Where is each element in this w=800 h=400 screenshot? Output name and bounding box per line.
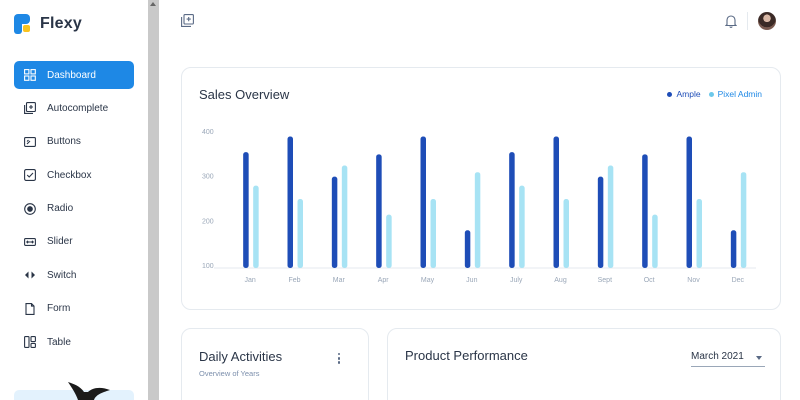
bar-ample-jan[interactable] [243, 152, 249, 268]
legend-label: Pixel Admin [717, 89, 762, 99]
y-tick-label: 200 [202, 218, 214, 225]
y-tick-label: 300 [202, 174, 214, 181]
bar-pixel-admin-dec[interactable] [740, 172, 747, 268]
sidebar-item-label: Slider [47, 236, 73, 248]
promo-illustration-icon [68, 382, 110, 400]
more-vertical-icon[interactable] [337, 353, 341, 367]
bar-pixel-admin-jun[interactable] [474, 172, 481, 268]
sidebar-item-radio[interactable]: Radio [14, 195, 134, 223]
product-performance-card: Product Performance March 2021 [387, 328, 781, 400]
daily-activities-card: Daily Activities Overview of Years [181, 328, 369, 400]
y-tick-label: 400 [202, 129, 214, 136]
sidebar-item-label: Radio [47, 203, 74, 215]
sidebar-item-form[interactable]: Form [14, 295, 134, 323]
topbar-divider [747, 12, 748, 30]
slider-icon [24, 236, 36, 248]
sidebar-promo-card [14, 390, 134, 400]
legend-dot-icon [667, 91, 673, 97]
legend-label: Ample [676, 89, 701, 99]
legend-item-ample: Ample [667, 89, 701, 99]
user-avatar[interactable] [758, 12, 776, 30]
month-select[interactable]: March 2021 [691, 349, 765, 367]
sidebar-item-label: Dashboard [47, 69, 96, 81]
sidebar-nav: Dashboard Autocomplete Buttons Checkbox [14, 61, 134, 362]
sidebar-item-label: Form [47, 303, 71, 315]
sidebar-item-buttons[interactable]: Buttons [14, 128, 134, 156]
sidebar-item-label: Switch [47, 269, 77, 281]
sidebar-scrollbar[interactable] [148, 0, 159, 400]
x-tick-label: Feb [288, 277, 300, 284]
table-icon [24, 336, 36, 349]
product-performance-title: Product Performance [405, 348, 528, 363]
bar-ample-aug[interactable] [553, 136, 560, 268]
daily-activities-subtitle: Overview of Years [199, 369, 260, 378]
bar-ample-feb[interactable] [287, 136, 294, 268]
legend-item-pixel-admin: Pixel Admin [708, 89, 762, 99]
sidebar: Flexy Dashboard Autocomplete Buttons [0, 0, 148, 400]
sidebar-item-label: Checkbox [47, 169, 92, 181]
checkbox-icon [24, 169, 36, 182]
bar-pixel-admin-july[interactable] [519, 185, 525, 268]
chevron-down-icon [756, 356, 762, 360]
sidebar-item-autocomplete[interactable]: Autocomplete [14, 94, 134, 122]
sidebar-item-label: Buttons [47, 136, 81, 148]
bar-ample-oct[interactable] [642, 154, 648, 268]
x-tick-label: Apr [378, 277, 390, 284]
x-tick-label: Nov [687, 277, 700, 284]
bar-pixel-admin-aug[interactable] [563, 199, 570, 268]
bar-ample-mar[interactable] [331, 176, 338, 268]
brand-logo[interactable]: Flexy [14, 14, 82, 34]
bar-pixel-admin-may[interactable] [430, 199, 437, 268]
bar-pixel-admin-sept[interactable] [607, 165, 614, 269]
y-tick-label: 100 [202, 263, 214, 270]
sidebar-item-checkbox[interactable]: Checkbox [14, 161, 134, 189]
logo-icon [14, 14, 32, 34]
x-tick-label: Aug [554, 277, 567, 284]
x-tick-label: Mar [333, 277, 346, 284]
sidebar-item-label: Autocomplete [47, 102, 109, 114]
bar-ample-dec[interactable] [730, 230, 737, 268]
x-tick-label: May [421, 277, 435, 284]
bar-ample-may[interactable] [420, 136, 427, 268]
x-tick-label: Jan [245, 277, 256, 284]
bar-pixel-admin-nov[interactable] [696, 199, 703, 268]
sidebar-item-dashboard[interactable]: Dashboard [14, 61, 134, 89]
bar-ample-july[interactable] [509, 152, 515, 268]
legend-dot-icon [708, 91, 714, 97]
bar-pixel-admin-jan[interactable] [253, 185, 259, 268]
sidebar-item-label: Table [47, 336, 71, 348]
bar-ample-apr[interactable] [376, 154, 382, 268]
month-select-value: March 2021 [691, 351, 744, 362]
buttons-icon [24, 136, 36, 148]
bar-pixel-admin-mar[interactable] [341, 165, 348, 269]
bell-icon[interactable] [725, 14, 737, 28]
sales-overview-card: Sales Overview Ample Pixel Admin 100 200 3… [181, 67, 781, 310]
sidebar-item-slider[interactable]: Slider [14, 228, 134, 256]
bar-pixel-admin-feb[interactable] [297, 199, 304, 268]
sidebar-item-table[interactable]: Table [14, 328, 134, 356]
bar-ample-jun[interactable] [464, 230, 471, 268]
x-tick-label: Oct [644, 277, 655, 284]
autocomplete-icon [24, 102, 36, 115]
bar-ample-sept[interactable] [597, 176, 604, 268]
bar-pixel-admin-apr[interactable] [386, 214, 392, 268]
dashboard-icon [24, 69, 36, 81]
bar-ample-nov[interactable] [686, 136, 693, 268]
switch-icon [24, 269, 36, 281]
sales-overview-title: Sales Overview [199, 87, 290, 102]
x-tick-label: Sept [598, 277, 612, 284]
bar-pixel-admin-oct[interactable] [652, 214, 658, 268]
x-tick-label: Dec [732, 277, 745, 284]
sales-bar-chart: 100 200 300 400 Jan Feb Mar Apr May Jun July Aug Sep… [202, 129, 756, 284]
x-tick-label: Jun [466, 277, 477, 284]
add-panel-icon[interactable] [181, 14, 194, 27]
radio-icon [24, 202, 36, 215]
sidebar-item-switch[interactable]: Switch [14, 261, 134, 289]
x-tick-label: July [510, 277, 523, 284]
daily-activities-title: Daily Activities [199, 349, 283, 364]
brand-name: Flexy [40, 15, 82, 32]
chart-legend: Ample Pixel Admin [667, 89, 762, 99]
form-icon [24, 302, 36, 315]
